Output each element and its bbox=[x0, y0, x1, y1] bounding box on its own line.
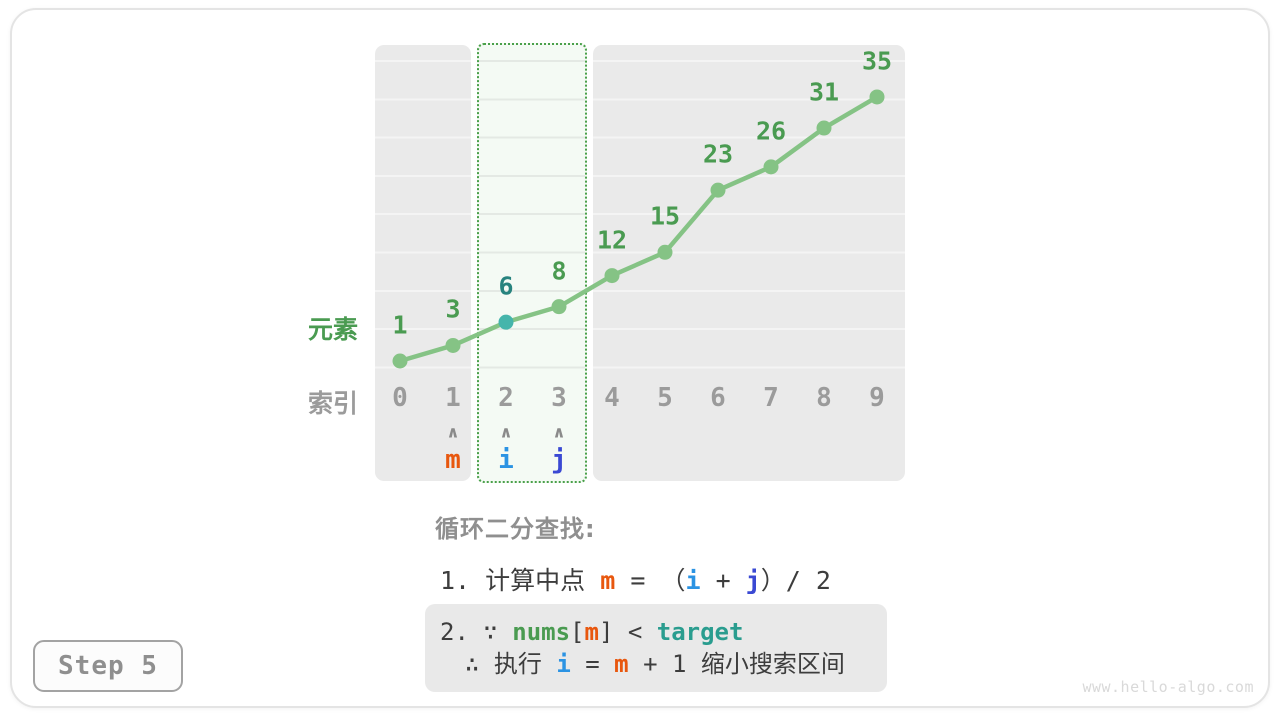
index-label-5: 5 bbox=[657, 383, 673, 413]
value-label-9: 35 bbox=[861, 46, 893, 76]
index-axis-label: 索引 bbox=[308, 389, 359, 418]
text-segment-plain: + bbox=[700, 566, 746, 595]
index-label-7: 7 bbox=[763, 383, 779, 413]
text-segment-plain: [ bbox=[570, 618, 585, 646]
value-axis-label: 元素 bbox=[308, 315, 359, 344]
index-label-3: 3 bbox=[551, 383, 567, 413]
text-segment-j: j bbox=[745, 566, 761, 595]
value-label-8: 31 bbox=[808, 77, 840, 107]
text-segment-plain: + 1 缩小搜索区间 bbox=[628, 650, 845, 678]
note-box: 2. ∵ nums[m] < target ∴ 执行 i = m + 1 缩小搜… bbox=[425, 604, 887, 692]
value-label-5: 15 bbox=[649, 201, 681, 231]
index-label-1: 1 bbox=[445, 383, 461, 413]
text-segment-plain: = bbox=[570, 650, 615, 678]
text-segment-plain: ）/ 2 bbox=[760, 566, 831, 595]
value-label-4: 12 bbox=[596, 225, 628, 255]
text-segment-m: m bbox=[600, 566, 616, 595]
value-label-1: 3 bbox=[445, 294, 461, 324]
text-segment-i: i bbox=[556, 650, 571, 678]
index-label-0: 0 bbox=[392, 383, 408, 413]
index-label-6: 6 bbox=[710, 383, 726, 413]
chart-background-right bbox=[593, 45, 905, 481]
text-segment-i: i bbox=[685, 566, 701, 595]
index-label-2: 2 bbox=[498, 383, 514, 413]
pointer-label-m: m bbox=[445, 445, 461, 475]
value-label-7: 26 bbox=[755, 116, 787, 146]
text-segment-plain: ] < bbox=[598, 618, 657, 646]
text-segment-m: m bbox=[584, 618, 599, 646]
note-line-2: ∴ 执行 i = m + 1 缩小搜索区间 bbox=[440, 648, 887, 680]
text-segment-plain: 2. ∵ bbox=[440, 618, 513, 646]
text-segment-plain: = bbox=[615, 566, 661, 595]
text-segment-plain: （ bbox=[660, 566, 686, 595]
text-segment-target: target bbox=[656, 618, 744, 646]
search-interval-highlight bbox=[477, 43, 587, 483]
index-label-9: 9 bbox=[869, 383, 885, 413]
text-segment-nums: nums bbox=[512, 618, 571, 646]
caption-heading: 循环二分查找: bbox=[435, 515, 596, 543]
watermark: www.hello-algo.com bbox=[1082, 678, 1254, 696]
index-label-4: 4 bbox=[604, 383, 620, 413]
step-badge: Step 5 bbox=[33, 640, 183, 692]
value-label-2: 6 bbox=[498, 271, 514, 301]
pointer-arrow-j: ∧ bbox=[552, 422, 566, 442]
chart-background-left bbox=[375, 45, 471, 481]
index-label-8: 8 bbox=[816, 383, 832, 413]
formula-step-1: 1. 计算中点 m = （i + j）/ 2 bbox=[440, 561, 831, 597]
pointer-label-j: j bbox=[551, 445, 567, 475]
text-segment-plain: 1. 计算中点 bbox=[440, 566, 601, 595]
value-label-3: 8 bbox=[551, 256, 567, 286]
pointer-label-i: i bbox=[498, 445, 514, 475]
pointer-arrow-i: ∧ bbox=[499, 422, 513, 442]
value-label-6: 23 bbox=[702, 139, 734, 169]
text-segment-m: m bbox=[614, 650, 629, 678]
note-line-1: 2. ∵ nums[m] < target bbox=[440, 616, 887, 648]
value-label-0: 1 bbox=[392, 310, 408, 340]
text-segment-plain: ∴ 执行 bbox=[465, 650, 557, 678]
pointer-arrow-m: ∧ bbox=[446, 422, 460, 442]
